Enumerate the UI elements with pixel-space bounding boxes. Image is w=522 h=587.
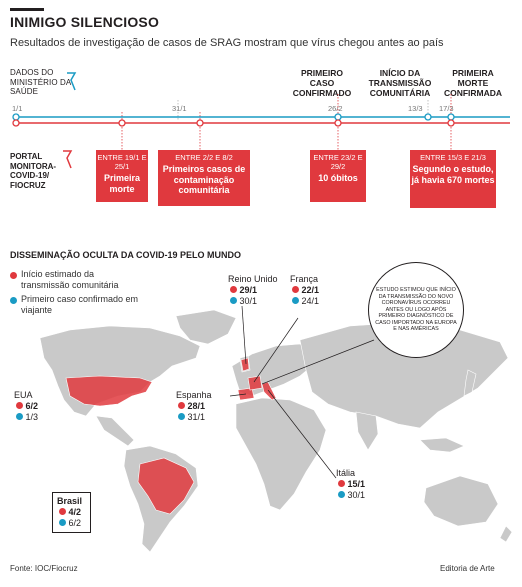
central-america-shape xyxy=(95,415,135,447)
country-uk-red: 29/1 xyxy=(239,285,258,295)
legend-red: Início estimado da transmissão comunitár… xyxy=(10,269,130,291)
legend-blue: Primeiro caso confirmado em viajante xyxy=(10,294,140,316)
official-marker-icon xyxy=(67,72,77,91)
box-first-death: ENTRE 19/1 E 25/1 Primeira morte xyxy=(96,150,148,202)
india-shape xyxy=(355,411,379,451)
country-brazil-red: 4/2 xyxy=(68,507,82,517)
study-note-text: ESTUDO ESTIMOU QUE INÍCIO DA TRANSMISSÃO… xyxy=(375,286,457,333)
box-670-deaths: ENTRE 15/3 E 21/3 Segundo o estudo, já h… xyxy=(410,150,496,208)
legend-red-swatch xyxy=(10,272,17,279)
italy-red-dot xyxy=(338,480,345,487)
country-usa-name: EUA xyxy=(14,390,33,400)
legend-blue-text: Primeiro caso confirmado em viajante xyxy=(21,294,139,315)
legend-red-text: Início estimado da transmissão comunitár… xyxy=(21,269,119,290)
legend-blue-swatch xyxy=(10,297,17,304)
uk-red-dot xyxy=(230,286,237,293)
france-blue-dot xyxy=(292,297,299,304)
france-shape xyxy=(247,375,263,391)
country-brazil-blue: 6/2 xyxy=(68,518,82,528)
date-1: 1/1 xyxy=(12,104,23,113)
country-brazil: Brasil 4/2 6/2 xyxy=(52,492,92,533)
box-670-deaths-text: Segundo o estudo, já havia 670 mortes xyxy=(411,164,495,185)
brazil-blue-dot xyxy=(59,519,66,526)
country-france-red: 22/1 xyxy=(301,285,320,295)
brazil-red-dot xyxy=(59,508,66,515)
usa-red-dot xyxy=(16,402,23,409)
map-title: DISSEMINAÇÃO OCULTA DA COVID-19 PELO MUN… xyxy=(10,250,242,260)
box-first-death-dates: ENTRE 19/1 E 25/1 xyxy=(97,153,147,171)
country-spain-red: 28/1 xyxy=(187,401,206,411)
credit-note: Editoria de Arte xyxy=(440,564,495,573)
date-5: 17/3 xyxy=(439,104,454,113)
spain-red-dot xyxy=(178,402,185,409)
portal-marker-icon xyxy=(63,150,73,169)
se-asia-shape xyxy=(419,437,465,453)
brazil-shape xyxy=(137,457,195,515)
usa-shape xyxy=(65,375,153,407)
usa-blue-dot xyxy=(16,413,23,420)
portal-label: PORTAL MONITORA-COVID-19/ FIOCRUZ xyxy=(10,152,57,190)
page-title: INIMIGO SILENCIOSO xyxy=(10,14,160,30)
country-usa: EUA 6/2 1/3 xyxy=(14,390,38,423)
box-ten-deaths: ENTRE 23/2 E 29/2 10 óbitos xyxy=(310,150,366,202)
box-community-cases-dates: ENTRE 2/2 E 8/2 xyxy=(175,153,233,162)
greenland-shape xyxy=(175,309,237,345)
new-zealand-shape xyxy=(499,525,513,543)
country-brazil-name: Brasil xyxy=(57,496,83,506)
country-france-blue: 24/1 xyxy=(301,296,320,306)
country-spain-blue: 31/1 xyxy=(187,412,206,422)
source-note: Fonte: IOC/Fiocruz xyxy=(10,564,78,573)
study-note: ESTUDO ESTIMOU QUE INÍCIO DA TRANSMISSÃO… xyxy=(368,262,464,358)
box-ten-deaths-dates: ENTRE 23/2 E 29/2 xyxy=(313,153,363,171)
page-subtitle: Resultados de investigação de casos de S… xyxy=(10,37,444,49)
world-map xyxy=(39,305,513,553)
event-community-transmission: INÍCIO DA TRANSMISSÃO COMUNITÁRIA xyxy=(368,68,432,98)
australia-shape xyxy=(423,475,499,527)
japan-shape xyxy=(463,369,477,397)
box-first-death-text: Primeira morte xyxy=(103,173,141,194)
france-red-dot xyxy=(292,286,299,293)
box-community-cases-text: Primeiros casos de contaminação comunitá… xyxy=(162,164,246,195)
event-first-case: PRIMEIRO CASO CONFIRMADO xyxy=(292,68,352,98)
event-first-death: PRIMEIRA MORTE CONFIRMADA xyxy=(443,68,503,98)
country-uk-blue: 30/1 xyxy=(239,296,258,306)
africa-shape xyxy=(235,397,327,511)
country-spain-name: Espanha xyxy=(176,390,212,400)
title-rule xyxy=(10,8,44,11)
country-italy-name: Itália xyxy=(336,468,356,478)
italy-blue-dot xyxy=(338,491,345,498)
country-france-name: França xyxy=(290,274,319,284)
country-italy: Itália 15/1 30/1 xyxy=(336,468,365,501)
spain-blue-dot xyxy=(178,413,185,420)
box-670-deaths-dates: ENTRE 15/3 E 21/3 xyxy=(420,153,486,162)
country-uk: Reino Unido 29/1 30/1 xyxy=(228,274,278,307)
date-4: 13/3 xyxy=(408,104,423,113)
country-usa-blue: 1/3 xyxy=(25,412,39,422)
country-italy-red: 15/1 xyxy=(347,479,366,489)
country-uk-name: Reino Unido xyxy=(228,274,278,284)
country-france: França 22/1 24/1 xyxy=(290,274,319,307)
official-data-label: DADOS DO MINISTÉRIO DA SAÚDE xyxy=(10,68,71,96)
country-italy-blue: 30/1 xyxy=(347,490,366,500)
timeline-axis xyxy=(12,94,510,150)
date-3: 26/2 xyxy=(328,104,343,113)
box-ten-deaths-text: 10 óbitos xyxy=(318,173,358,183)
country-usa-red: 6/2 xyxy=(25,401,39,411)
uk-blue-dot xyxy=(230,297,237,304)
country-spain: Espanha 28/1 31/1 xyxy=(176,390,212,423)
box-community-cases: ENTRE 2/2 E 8/2 Primeiros casos de conta… xyxy=(158,150,250,206)
date-2: 31/1 xyxy=(172,104,187,113)
